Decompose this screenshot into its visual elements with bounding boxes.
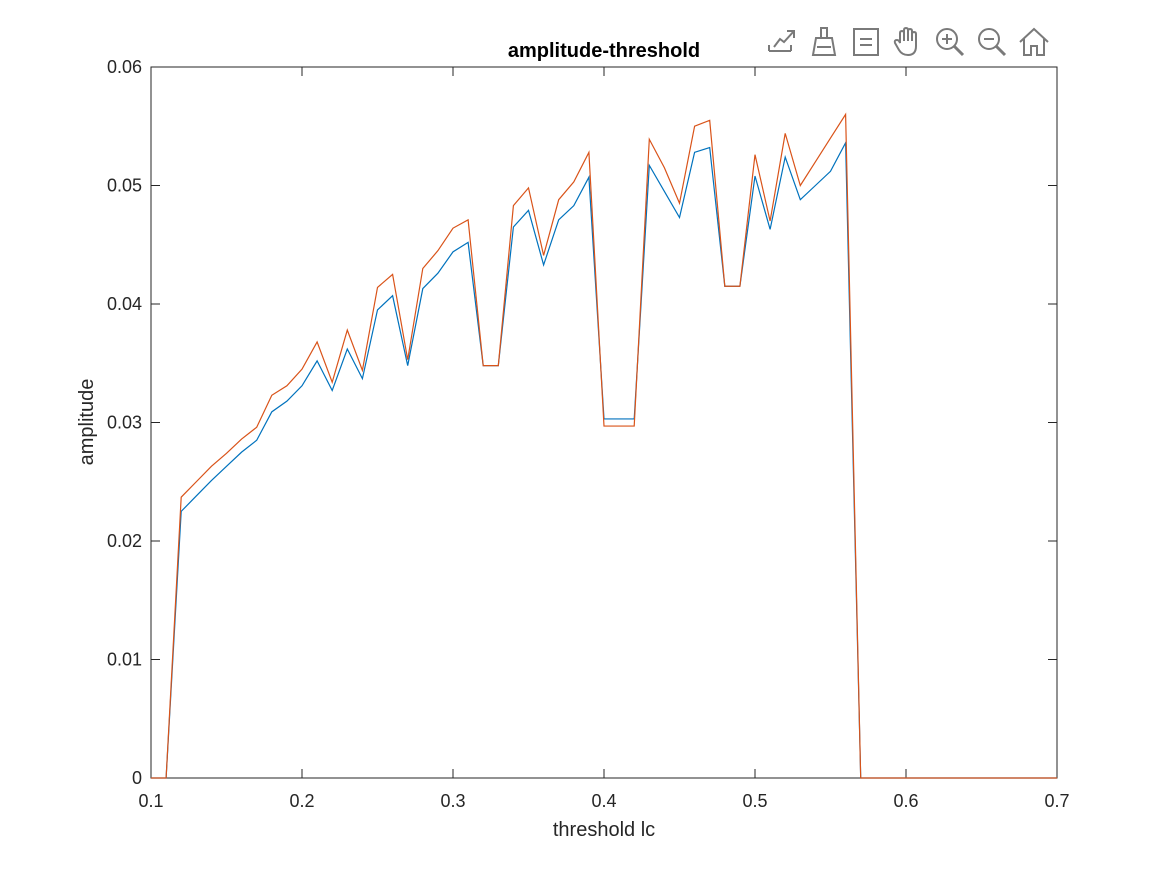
- x-tick-label: 0.4: [591, 791, 616, 811]
- x-tick-label: 0.6: [893, 791, 918, 811]
- x-axis-label: threshold lc: [553, 819, 655, 841]
- y-tick-label: 0.06: [107, 57, 142, 77]
- brush-icon: [811, 27, 837, 56]
- y-tick-label: 0.01: [107, 650, 142, 670]
- brush-button[interactable]: [805, 22, 843, 62]
- export-icon: [768, 30, 795, 52]
- plot-area[interactable]: 0.1 0.2 0.3 0.4 0.5 0.6 0.7 0 0.01 0.02 0.03 0.04 0.…: [107, 57, 1070, 811]
- legend-icon: [853, 28, 879, 56]
- x-tick-label: 0.5: [742, 791, 767, 811]
- x-tick-label: 0.2: [289, 791, 314, 811]
- y-tick-label: 0.05: [107, 176, 142, 196]
- x-tick-label: 0.7: [1044, 791, 1069, 811]
- home-button[interactable]: [1015, 22, 1053, 62]
- zoom-in-button[interactable]: [931, 22, 969, 62]
- series-line-2: [151, 112, 1057, 779]
- axes-toolbar: [763, 22, 1053, 62]
- export-button[interactable]: [763, 22, 801, 62]
- pan-button[interactable]: [889, 22, 927, 62]
- y-tick-label: 0: [132, 768, 142, 788]
- zoom-out-icon: [978, 28, 1007, 57]
- home-icon: [1019, 27, 1049, 56]
- y-tick-label: 0.04: [107, 294, 142, 314]
- x-tick-label: 0.1: [138, 791, 163, 811]
- series-line-1: [151, 140, 1057, 779]
- y-axis-label: amplitude: [76, 379, 98, 466]
- zoom-in-icon: [936, 28, 965, 57]
- zoom-out-button[interactable]: [973, 22, 1011, 62]
- x-tick-label: 0.3: [440, 791, 465, 811]
- y-tick-label: 0.03: [107, 413, 142, 433]
- legend-button[interactable]: [847, 22, 885, 62]
- pan-icon: [893, 26, 917, 57]
- y-tick-label: 0.02: [107, 531, 142, 551]
- chart-title: amplitude-threshold: [508, 40, 700, 62]
